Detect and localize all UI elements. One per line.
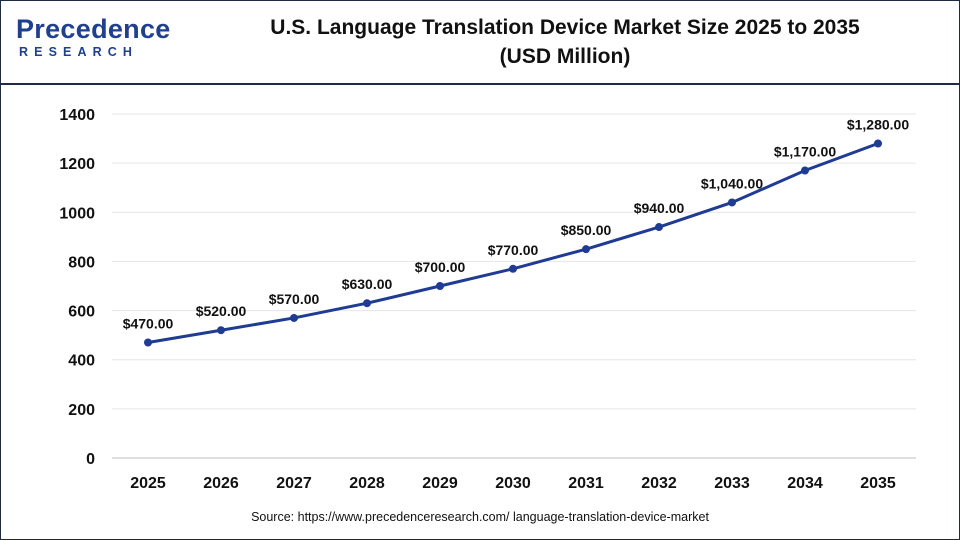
gridlines bbox=[112, 113, 916, 410]
data-point bbox=[801, 166, 809, 175]
data-point bbox=[582, 245, 590, 254]
x-tick-label: 2030 bbox=[495, 475, 531, 492]
data-point bbox=[290, 313, 298, 322]
data-label: $1,280.00 bbox=[847, 116, 909, 132]
y-tick-label: 1400 bbox=[59, 107, 95, 124]
y-tick-label: 1200 bbox=[59, 156, 95, 173]
x-tick-label: 2031 bbox=[568, 475, 604, 492]
x-tick-label: 2033 bbox=[714, 475, 750, 492]
series-layer: $470.00 $520.00 $570.00 $630.00 $700.00 $770.… bbox=[123, 116, 909, 347]
data-point bbox=[728, 198, 736, 207]
x-tick-label: 2034 bbox=[787, 475, 823, 492]
y-axis: 0 200 400 600 800 1000 1200 1400 bbox=[59, 107, 95, 468]
y-tick-label: 200 bbox=[68, 402, 95, 419]
x-tick-label: 2029 bbox=[422, 475, 458, 492]
x-tick-label: 2027 bbox=[276, 475, 312, 492]
y-tick-label: 400 bbox=[68, 353, 95, 370]
y-tick-label: 0 bbox=[86, 451, 95, 468]
data-label: $1,170.00 bbox=[774, 144, 836, 160]
data-label: $570.00 bbox=[269, 291, 320, 307]
data-label: $850.00 bbox=[561, 222, 612, 238]
header: Precedence RESEARCH U.S. Language Transl… bbox=[0, 0, 960, 85]
data-label: $630.00 bbox=[342, 276, 393, 292]
chart-title: U.S. Language Translation Device Market … bbox=[200, 13, 930, 71]
y-tick-label: 600 bbox=[68, 304, 95, 321]
chart-title-line2: (USD Million) bbox=[499, 45, 631, 68]
x-tick-label: 2035 bbox=[860, 475, 896, 492]
data-point bbox=[655, 223, 663, 232]
data-label: $940.00 bbox=[634, 200, 685, 216]
logo-subtitle: RESEARCH bbox=[19, 45, 138, 59]
x-tick-label: 2028 bbox=[349, 475, 385, 492]
x-axis: 2025 2026 2027 2028 2029 2030 2031 2032 2033 2034… bbox=[112, 457, 916, 492]
y-tick-label: 800 bbox=[68, 254, 95, 271]
data-point bbox=[436, 282, 444, 290]
chart-title-line1: U.S. Language Translation Device Market … bbox=[270, 16, 860, 39]
data-label: $470.00 bbox=[123, 316, 174, 332]
data-point bbox=[363, 299, 371, 308]
data-label: $1,040.00 bbox=[701, 175, 763, 191]
x-tick-label: 2032 bbox=[641, 475, 677, 492]
x-tick-label: 2026 bbox=[203, 475, 239, 492]
data-point bbox=[217, 326, 225, 335]
logo-wordmark: Precedence bbox=[16, 14, 171, 44]
y-tick-label: 1000 bbox=[59, 205, 95, 222]
source-note: Source: https://www.precedenceresearch.c… bbox=[251, 510, 709, 524]
data-point bbox=[144, 338, 152, 347]
data-label: $700.00 bbox=[415, 259, 466, 275]
data-label: $770.00 bbox=[488, 242, 539, 258]
data-point bbox=[874, 139, 882, 148]
x-tick-label: 2025 bbox=[130, 475, 166, 492]
brand-logo: Precedence RESEARCH bbox=[16, 14, 170, 66]
data-point bbox=[509, 264, 517, 273]
data-label: $520.00 bbox=[196, 303, 247, 319]
